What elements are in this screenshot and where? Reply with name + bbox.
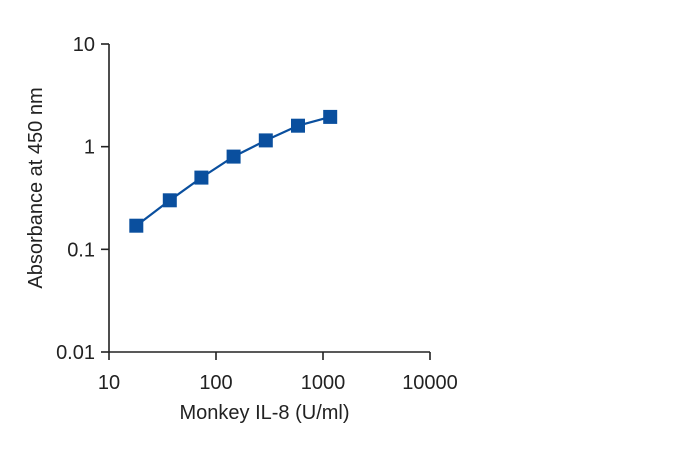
data-point (323, 109, 338, 124)
axes (108, 44, 430, 353)
y-tick-label: 10 (73, 34, 95, 56)
y-tick-label: 1 (84, 137, 95, 159)
y-axis-title: Absorbance at 450 nm (25, 87, 47, 288)
y-tick-label: 0.1 (67, 239, 95, 261)
data-point (162, 193, 177, 208)
x-tick-label: 100 (199, 372, 232, 394)
ticks (101, 43, 431, 360)
y-tick-label: 0.01 (56, 342, 95, 364)
data-point (258, 133, 273, 148)
series-layer (129, 109, 338, 233)
data-point (226, 149, 241, 164)
x-tick-label: 10000 (402, 372, 458, 394)
x-tick-label: 1000 (301, 372, 346, 394)
series-line (135, 115, 331, 227)
x-tick-label: 10 (98, 372, 120, 394)
data-point (194, 170, 209, 185)
data-point (129, 218, 144, 233)
data-point (291, 118, 305, 133)
tick-labels: 10 100 1000 10000 0.01 0.1 1 10 (56, 34, 458, 394)
x-axis-title: Monkey IL-8 (U/ml) (179, 402, 349, 424)
